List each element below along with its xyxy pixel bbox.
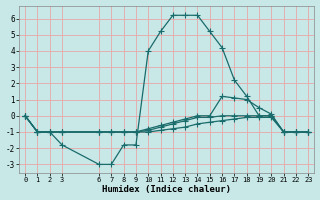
X-axis label: Humidex (Indice chaleur): Humidex (Indice chaleur) bbox=[102, 185, 231, 194]
